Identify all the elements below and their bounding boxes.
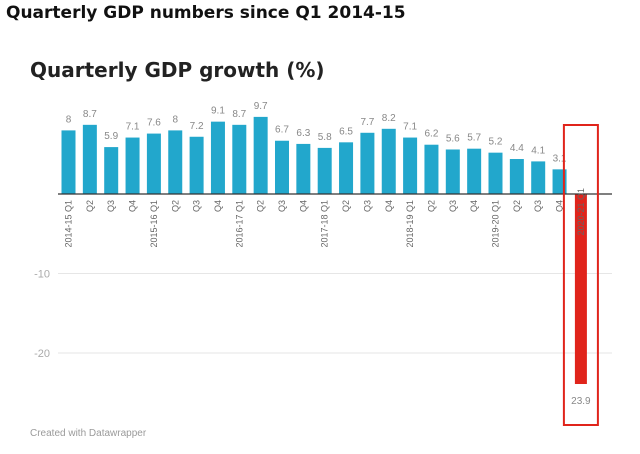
bar — [467, 148, 482, 194]
bar-value-label: 6.7 — [275, 125, 289, 136]
bar-value-label: 5.2 — [489, 137, 503, 148]
category-label: Q4 — [128, 200, 138, 212]
bar — [360, 132, 375, 194]
category-label: Q3 — [192, 200, 202, 212]
category-label: Q4 — [384, 200, 394, 212]
bar — [232, 124, 247, 194]
category-label: Q2 — [512, 200, 522, 212]
y-tick-labels: -10 -20 — [34, 269, 50, 361]
gridlines — [58, 273, 612, 354]
bar-value-label: 4.4 — [510, 143, 524, 154]
category-label: 2018-19 Q1 — [405, 200, 415, 248]
bar — [445, 149, 460, 194]
category-label: 2014-15 Q1 — [64, 200, 74, 248]
bar — [104, 147, 119, 194]
bar — [488, 152, 503, 194]
category-label: Q4 — [469, 200, 479, 212]
bars — [61, 116, 587, 385]
category-label: Q3 — [362, 200, 372, 212]
bar-value-label: 3.1 — [553, 153, 567, 164]
chart-title: Quarterly GDP growth (%) — [30, 58, 325, 82]
bar — [275, 140, 289, 194]
bar-value-label: 5.7 — [467, 133, 481, 144]
bar-value-label: 9.7 — [254, 101, 268, 112]
bar-value-label: 4.1 — [531, 145, 545, 156]
category-label: Q3 — [106, 200, 116, 212]
bar — [403, 137, 418, 194]
category-label: Q2 — [256, 200, 266, 212]
category-label: Q3 — [448, 200, 458, 212]
bar — [531, 161, 546, 194]
bar — [82, 124, 97, 194]
bar-value-label: 8.2 — [382, 113, 396, 124]
y-tick-label: -20 — [34, 348, 50, 360]
category-label: 2020-21 Q1 — [576, 188, 586, 236]
category-label: Q2 — [85, 200, 95, 212]
bar — [296, 143, 311, 194]
category-label: Q4 — [555, 200, 565, 212]
bar-value-label: 5.9 — [104, 131, 118, 142]
credit-text: Created with Datawrapper — [30, 428, 147, 439]
bar — [339, 142, 354, 194]
bar-value-label: 8.7 — [232, 109, 246, 120]
bar-value-label: 6.3 — [296, 128, 310, 139]
bar-value-label: 8.7 — [83, 109, 97, 120]
bar-value-label: 7.1 — [126, 122, 140, 133]
bar-value-label: 8 — [172, 114, 178, 125]
category-label: Q2 — [426, 200, 436, 212]
bar-highlight — [574, 194, 587, 385]
value-labels: 8 8.7 5.9 7.1 7.6 8 7.2 9.1 8.7 9.7 6.7 6.3 5.8 6.5 7.… — [66, 101, 591, 407]
category-label: Q2 — [170, 200, 180, 212]
category-label: 2015-16 Q1 — [149, 200, 159, 248]
bar-value-label: 7.1 — [403, 122, 417, 133]
category-label: Q2 — [341, 200, 351, 212]
category-label: Q4 — [298, 200, 308, 212]
bar-value-label: 7.2 — [190, 121, 204, 132]
bar — [189, 136, 204, 194]
bar — [253, 116, 268, 194]
bar — [509, 159, 524, 194]
bar — [424, 144, 439, 194]
category-label: Q3 — [277, 200, 287, 212]
bar — [146, 133, 161, 194]
y-tick-label: -10 — [34, 269, 50, 281]
category-label: Q4 — [213, 200, 223, 212]
bar — [168, 130, 183, 194]
bar-value-label: 7.6 — [147, 118, 161, 129]
category-label: 2017-18 Q1 — [320, 200, 330, 248]
category-label: 2019-20 Q1 — [491, 200, 501, 248]
bar-value-label: 6.5 — [339, 126, 353, 137]
bar-value-label: 5.6 — [446, 133, 460, 144]
bar-value-label: 23.9 — [571, 396, 591, 407]
bar-value-label: 9.1 — [211, 106, 225, 117]
page-headline: Quarterly GDP numbers since Q1 2014-15 — [6, 3, 406, 23]
category-label: 2016-17 Q1 — [234, 200, 244, 248]
category-labels: 2014-15 Q1 Q2 Q3 Q4 2015-16 Q1 Q2 Q3 Q4 2016-17 … — [64, 188, 586, 248]
highlight-box — [562, 124, 599, 426]
bar — [61, 130, 76, 194]
bar — [317, 147, 332, 194]
bar — [125, 137, 140, 194]
bar-value-label: 7.7 — [360, 117, 374, 128]
bar — [381, 128, 396, 194]
category-label: Q3 — [533, 200, 543, 212]
bar-value-label: 5.8 — [318, 132, 332, 143]
bar-value-label: 8 — [66, 114, 72, 125]
bar-value-label: 6.2 — [424, 129, 438, 140]
bar — [210, 121, 225, 194]
